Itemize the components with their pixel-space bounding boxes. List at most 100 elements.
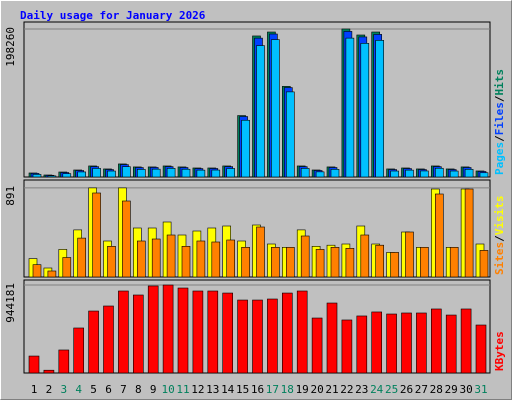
x-tick-label: 2 bbox=[46, 383, 53, 396]
x-tick-label: 16 bbox=[251, 383, 264, 396]
bar bbox=[166, 234, 176, 278]
bar bbox=[326, 302, 338, 374]
bar bbox=[43, 369, 55, 374]
bar bbox=[330, 247, 340, 278]
x-tick-label: 5 bbox=[90, 383, 97, 396]
bar bbox=[226, 168, 235, 178]
bar bbox=[92, 192, 101, 278]
bar bbox=[147, 285, 159, 374]
bar bbox=[434, 193, 444, 278]
bar bbox=[107, 170, 116, 178]
legend-entry: Sites bbox=[493, 242, 506, 275]
bar bbox=[166, 168, 176, 178]
x-tick-label: 21 bbox=[325, 383, 338, 396]
x-tick-label: 17 bbox=[266, 383, 279, 396]
bar bbox=[77, 171, 86, 178]
bar bbox=[137, 240, 146, 278]
bar bbox=[345, 248, 355, 278]
bar bbox=[271, 39, 280, 178]
legend-entry: Pages bbox=[493, 142, 506, 175]
bar bbox=[375, 244, 385, 278]
bar bbox=[375, 40, 385, 178]
legend-entry: Files bbox=[493, 102, 506, 135]
x-tick-label: 24 bbox=[370, 383, 384, 396]
bar bbox=[181, 246, 191, 278]
x-tick-label: 11 bbox=[176, 383, 189, 396]
bar bbox=[177, 287, 189, 374]
x-tick-label: 15 bbox=[236, 383, 249, 396]
legend-entry: Visits bbox=[493, 196, 506, 236]
x-tick-label: 10 bbox=[161, 383, 174, 396]
bar bbox=[386, 313, 397, 374]
x-tick-label: 12 bbox=[191, 383, 204, 396]
legend: Pages/Files/Hits bbox=[493, 69, 506, 175]
bar bbox=[285, 247, 295, 278]
bar bbox=[345, 37, 355, 178]
bar bbox=[241, 119, 250, 178]
bar bbox=[181, 168, 191, 178]
bar bbox=[118, 290, 129, 374]
x-tick-label: 22 bbox=[340, 383, 353, 396]
bar bbox=[360, 43, 370, 178]
legend-entry: KBytes bbox=[493, 331, 506, 371]
bar bbox=[122, 200, 131, 278]
bar bbox=[226, 239, 235, 278]
y-tick-label: 198260 bbox=[4, 27, 17, 67]
bar bbox=[211, 169, 221, 178]
x-tick-label: 25 bbox=[385, 383, 398, 396]
bar bbox=[300, 235, 310, 278]
bar bbox=[151, 238, 161, 278]
x-tick-label: 6 bbox=[105, 383, 112, 396]
bar bbox=[390, 252, 399, 278]
x-tick-label: 13 bbox=[206, 383, 219, 396]
bar bbox=[416, 312, 427, 374]
bar bbox=[88, 310, 99, 374]
y-tick-label: 944181 bbox=[4, 283, 17, 323]
x-tick-label: 20 bbox=[310, 383, 323, 396]
bar bbox=[103, 305, 114, 374]
bar bbox=[256, 45, 265, 178]
bar bbox=[460, 308, 472, 374]
bar bbox=[241, 247, 250, 278]
bar bbox=[107, 246, 116, 278]
x-tick-label: 28 bbox=[430, 383, 443, 396]
bar bbox=[449, 170, 459, 178]
x-tick-label: 27 bbox=[415, 383, 428, 396]
bar bbox=[47, 270, 57, 278]
y-tick-label: 891 bbox=[4, 186, 17, 206]
legend-separator: / bbox=[493, 95, 506, 102]
bar bbox=[62, 257, 72, 278]
bar bbox=[256, 226, 265, 278]
bar bbox=[32, 264, 42, 278]
bar bbox=[133, 294, 144, 374]
bar bbox=[434, 167, 444, 178]
x-tick-label: 26 bbox=[400, 383, 413, 396]
x-tick-label: 4 bbox=[75, 383, 82, 396]
x-tick-label: 7 bbox=[120, 383, 127, 396]
x-tick-label: 18 bbox=[281, 383, 294, 396]
bar bbox=[360, 234, 370, 278]
bar bbox=[330, 169, 340, 178]
bar bbox=[296, 290, 308, 374]
bar bbox=[162, 284, 174, 374]
bar bbox=[445, 314, 457, 374]
bar bbox=[192, 290, 204, 374]
x-tick-label: 23 bbox=[355, 383, 368, 396]
x-tick-label: 8 bbox=[135, 383, 142, 396]
x-tick-label: 31 bbox=[474, 383, 487, 396]
legend-separator: / bbox=[493, 235, 506, 242]
bar bbox=[211, 241, 221, 278]
legend-separator: / bbox=[493, 135, 506, 142]
bar bbox=[315, 249, 325, 278]
bar bbox=[464, 188, 474, 278]
bar bbox=[271, 247, 280, 278]
bar bbox=[137, 169, 146, 178]
bar bbox=[47, 175, 57, 178]
bar bbox=[430, 308, 442, 374]
bar bbox=[405, 231, 414, 278]
bar bbox=[77, 237, 86, 278]
x-tick-label: 3 bbox=[60, 383, 67, 396]
bar bbox=[122, 166, 131, 178]
